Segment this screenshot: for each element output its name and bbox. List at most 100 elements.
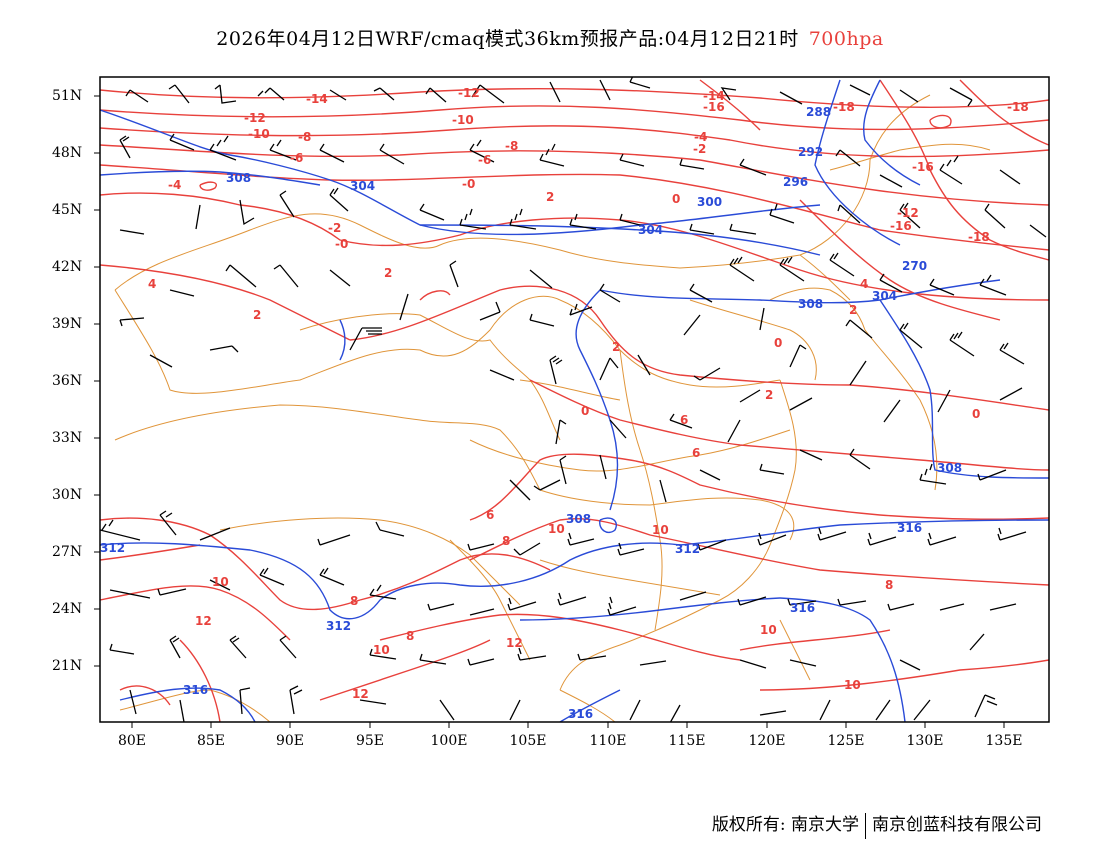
temperature-label: -4 bbox=[168, 178, 181, 192]
title-main: 2026年04月12日WRF/cmaq模式36km预报产品:04月12日21时 bbox=[216, 28, 799, 50]
temperature-label: 2 bbox=[384, 266, 392, 280]
height-label: 316 bbox=[183, 683, 208, 697]
temperature-label: -14 bbox=[703, 89, 725, 103]
height-label: 308 bbox=[566, 512, 591, 526]
temperature-label: 6 bbox=[692, 446, 700, 460]
height-label: 288 bbox=[806, 105, 831, 119]
temperature-label: 10 bbox=[373, 643, 390, 657]
temperature-label: 10 bbox=[548, 522, 565, 536]
lat-label: 30N bbox=[52, 487, 83, 503]
temperature-label: -10 bbox=[452, 113, 474, 127]
temperature-label: 0 bbox=[774, 336, 782, 350]
chart-title: 2026年04月12日WRF/cmaq模式36km预报产品:04月12日21时 7… bbox=[0, 24, 1100, 51]
height-label: 292 bbox=[798, 145, 823, 159]
temperature-label: 12 bbox=[506, 636, 523, 650]
plot-area bbox=[100, 77, 1049, 722]
lon-label: 115E bbox=[668, 733, 706, 749]
temperature-label: 8 bbox=[406, 629, 414, 643]
temperature-label: 10 bbox=[844, 678, 861, 692]
temperature-label: 8 bbox=[885, 578, 893, 592]
temperature-label: 2 bbox=[612, 340, 620, 354]
temperature-label: -8 bbox=[505, 139, 518, 153]
temperature-label: 4 bbox=[860, 277, 868, 291]
temperature-label: -2 bbox=[328, 221, 341, 235]
temperature-label: -2 bbox=[693, 142, 706, 156]
lon-label: 125E bbox=[827, 733, 865, 749]
temperature-label: -6 bbox=[290, 151, 303, 165]
wind-barbs bbox=[100, 77, 1047, 722]
temperature-label: -8 bbox=[298, 130, 311, 144]
lon-label: 100E bbox=[430, 733, 468, 749]
temperature-label: -18 bbox=[833, 100, 855, 114]
temperature-label: -16 bbox=[890, 219, 912, 233]
temperature-label: 0 bbox=[972, 407, 980, 421]
temperature-label: -10 bbox=[248, 127, 270, 141]
lat-label: 24N bbox=[52, 601, 83, 617]
temperature-label: -12 bbox=[897, 206, 919, 220]
temperature-label: 12 bbox=[195, 614, 212, 628]
temperature-label: -16 bbox=[912, 160, 934, 174]
lon-label: 85E bbox=[196, 733, 226, 749]
height-label: 312 bbox=[326, 619, 351, 633]
temperature-label: -12 bbox=[244, 111, 266, 125]
height-label: 296 bbox=[783, 175, 808, 189]
temperature-label: 12 bbox=[352, 687, 369, 701]
height-label: 304 bbox=[872, 289, 897, 303]
height-contours bbox=[100, 79, 1049, 722]
temperature-label: -14 bbox=[306, 92, 328, 106]
footer-divider bbox=[865, 812, 866, 839]
lon-label: 90E bbox=[275, 733, 305, 749]
temperature-label: 6 bbox=[680, 413, 688, 427]
height-label: 316 bbox=[790, 601, 815, 615]
height-label: 316 bbox=[897, 521, 922, 535]
temperature-label: -18 bbox=[1007, 100, 1029, 114]
temperature-label: 2 bbox=[849, 303, 857, 317]
lon-label: 120E bbox=[748, 733, 786, 749]
lat-label: 33N bbox=[52, 430, 83, 446]
height-label: 308 bbox=[798, 297, 823, 311]
lon-label: 95E bbox=[355, 733, 385, 749]
height-label: 304 bbox=[638, 223, 663, 237]
height-label: 304 bbox=[350, 179, 375, 193]
temperature-label: -6 bbox=[478, 153, 491, 167]
lat-label: 45N bbox=[52, 202, 83, 218]
height-label: 270 bbox=[902, 259, 927, 273]
temperature-label: -18 bbox=[968, 230, 990, 244]
temperature-label: 10 bbox=[652, 523, 669, 537]
plot-frame bbox=[99, 76, 1050, 723]
temperature-label: 8 bbox=[502, 534, 510, 548]
temperature-label: 0 bbox=[672, 192, 680, 206]
lon-label: 105E bbox=[509, 733, 547, 749]
contour-label-layer: 308 304 300 304 296 292 288 304 308 270 … bbox=[100, 86, 1029, 721]
lon-label: 130E bbox=[906, 733, 944, 749]
lon-label: 110E bbox=[589, 733, 627, 749]
copyright-owner: 版权所有: 南京大学 bbox=[711, 815, 859, 835]
lat-label: 48N bbox=[52, 145, 83, 161]
lat-label: 42N bbox=[52, 259, 83, 275]
temperature-label: 8 bbox=[350, 594, 358, 608]
height-label: 308 bbox=[937, 461, 962, 475]
lon-label: 135E bbox=[985, 733, 1023, 749]
copyright-company: 南京创蓝科技有限公司 bbox=[872, 815, 1042, 835]
lon-label: 80E bbox=[117, 733, 147, 749]
temperature-label: 0 bbox=[581, 404, 589, 418]
temperature-label: -0 bbox=[462, 177, 475, 191]
temperature-label: 2 bbox=[765, 388, 773, 402]
temperature-label: -16 bbox=[703, 100, 725, 114]
temperature-label: 2 bbox=[546, 190, 554, 204]
lat-label: 36N bbox=[52, 373, 83, 389]
temperature-label: 6 bbox=[486, 508, 494, 522]
height-label: 312 bbox=[100, 541, 125, 555]
height-label: 300 bbox=[697, 195, 722, 209]
lat-label: 21N bbox=[52, 658, 83, 674]
temperature-label: -0 bbox=[335, 237, 348, 251]
lat-label: 39N bbox=[52, 316, 83, 332]
height-label: 316 bbox=[568, 707, 593, 721]
temperature-label: 4 bbox=[148, 277, 156, 291]
axis-ticks bbox=[94, 95, 1005, 728]
copyright-footer: 版权所有: 南京大学 南京创蓝科技有限公司 bbox=[712, 810, 1042, 839]
temperature-label: 10 bbox=[760, 623, 777, 637]
temperature-label: 10 bbox=[212, 575, 229, 589]
height-label: 308 bbox=[226, 171, 251, 185]
